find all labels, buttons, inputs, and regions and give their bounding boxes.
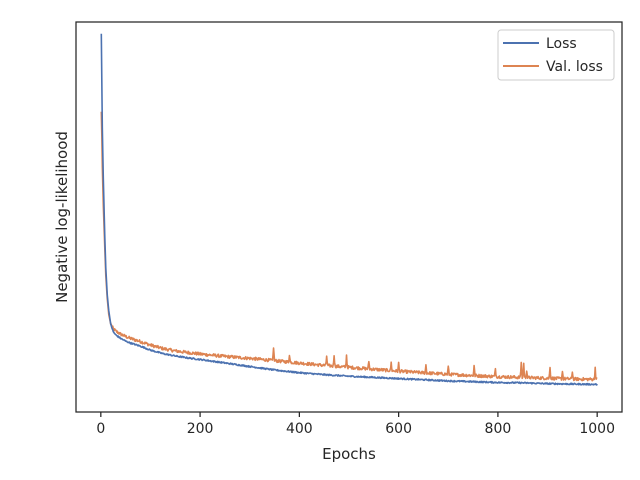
x-tick-label-1000: 1000 bbox=[579, 421, 615, 437]
series-line-val-loss bbox=[100, 111, 598, 382]
axes-frame bbox=[75, 21, 623, 413]
axes-background bbox=[76, 22, 622, 412]
x-axis-label: Epochs bbox=[322, 445, 376, 463]
x-axis-ticks: 0 200 400 600 800 1000 bbox=[96, 412, 615, 437]
plot-area bbox=[76, 22, 622, 412]
y-axis-label: Negative log-likelihood bbox=[53, 131, 71, 303]
series-layer bbox=[100, 33, 598, 386]
x-tick-label-600: 600 bbox=[385, 421, 412, 437]
legend-label-val-loss: Val. loss bbox=[546, 59, 603, 75]
legend-label-loss: Loss bbox=[546, 36, 577, 52]
x-tick-label-0: 0 bbox=[96, 421, 105, 437]
x-tick-label-200: 200 bbox=[187, 421, 214, 437]
x-tick-label-400: 400 bbox=[286, 421, 313, 437]
series-line-loss bbox=[100, 33, 598, 386]
legend: Loss Val. loss bbox=[497, 29, 615, 81]
x-tick-label-800: 800 bbox=[485, 421, 512, 437]
